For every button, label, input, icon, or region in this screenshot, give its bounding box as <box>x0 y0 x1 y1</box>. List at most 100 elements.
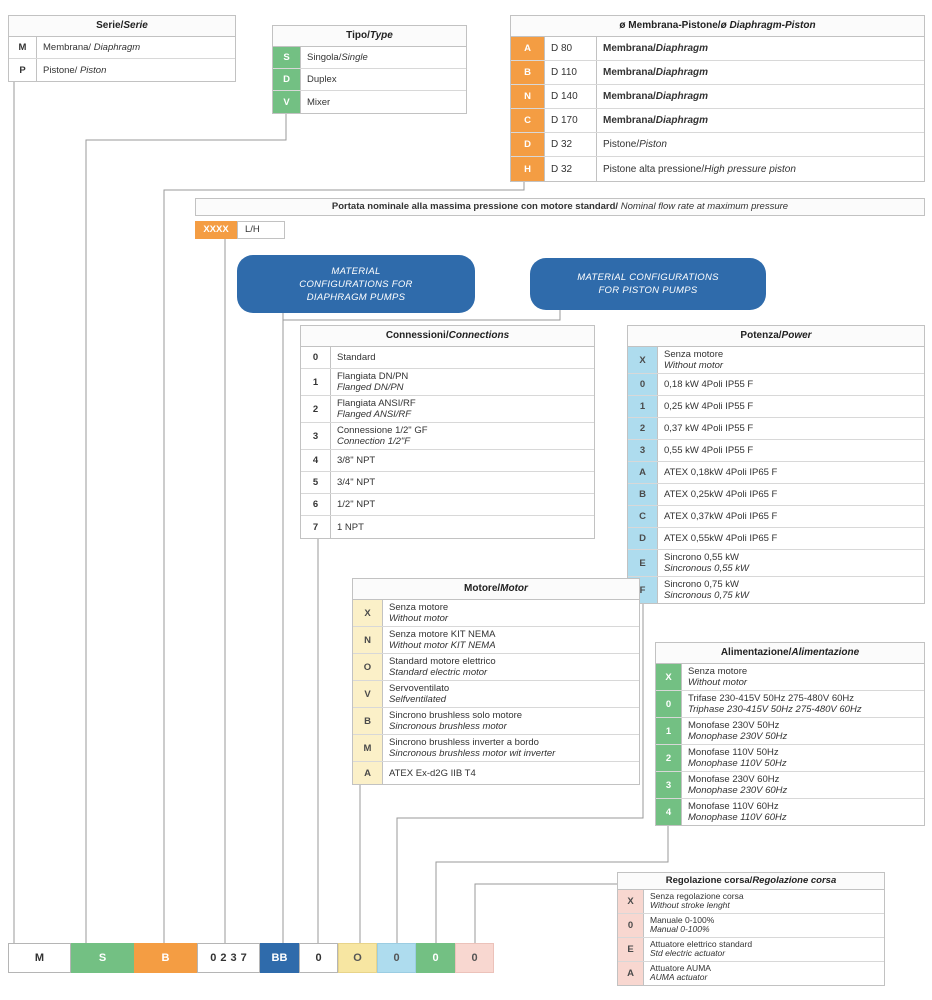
code-cell: 7 <box>301 516 331 538</box>
text-line: Without motor <box>664 360 724 371</box>
diameter-cell: D 170 <box>545 109 597 132</box>
example-code-box: BB <box>260 943 299 973</box>
code-cell: X <box>618 889 644 913</box>
table-row: 1 0,25 kW 4Poli IP55 F <box>628 396 924 418</box>
description-cell: Membrana/ Diaphragm <box>37 37 235 58</box>
text-line: AUMA actuator <box>650 972 708 982</box>
text-line: 0,37 kW 4Poli IP55 F <box>664 423 754 434</box>
description-cell: Duplex <box>301 69 466 90</box>
text-line: ø Membrana-Pistone/ø Diaphragm-Piston <box>619 20 816 31</box>
table-stroke-adjustment: Regolazione corsa/Regolazione corsa X Senz… <box>617 872 885 986</box>
text-line: 1/2" NPT <box>337 499 376 510</box>
code-cell: P <box>9 59 37 81</box>
description-cell: Flangiata DN/PN Flanged DN/PN <box>331 369 594 395</box>
description-cell: 1 NPT <box>331 516 594 538</box>
table-motor: Motore/Motor X Senza motore Without motor N S… <box>352 578 640 785</box>
text-line: Std electric actuator <box>650 948 726 958</box>
flow-rate-unit-box: L/H <box>237 221 285 239</box>
flow-rate-header: Portata nominale alla massima pressione … <box>195 198 925 216</box>
text-line: ATEX Ex-d2G IIB T4 <box>389 767 476 779</box>
table-row: C ATEX 0,37kW 4Poli IP65 F <box>628 506 924 528</box>
code-cell: X <box>628 347 658 373</box>
code-cell: 0 <box>618 913 644 937</box>
flow-rate-title-en: Nominal flow rate at maximum pressure <box>618 201 789 212</box>
code-cell: 0 <box>656 691 682 717</box>
description-cell: ATEX 0,37kW 4Poli IP65 F <box>658 506 924 527</box>
table-row: 2 Monofase 110V 50Hz Monophase 110V 50Hz <box>656 745 924 772</box>
description-cell: 1/2" NPT <box>331 494 594 515</box>
description-cell: Flangiata ANSI/RF Flanged ANSI/RF <box>331 396 594 422</box>
description-cell: Senza motore KIT NEMA Without motor KIT N… <box>383 627 639 653</box>
badge-piston-material-config: MATERIAL CONFIGURATIONS FOR PISTON PUMPS <box>530 258 766 310</box>
table-row: S Singola/Single <box>273 47 466 69</box>
code-cell: V <box>273 91 301 113</box>
code-cell: N <box>511 85 545 108</box>
table-power-supply: Alimentazione/Alimentazione X Senza motore… <box>655 642 925 826</box>
code-cell: S <box>273 47 301 68</box>
code-cell: 0 <box>628 374 658 395</box>
table-row: X Senza motore Without motor <box>353 600 639 627</box>
diameter-cell: D 140 <box>545 85 597 108</box>
table-row: V Mixer <box>273 91 466 113</box>
table-title: Motore/Motor <box>353 579 639 600</box>
code-cell: X <box>353 600 383 626</box>
text-line: Monophase 110V 50Hz <box>688 758 787 769</box>
badge-diaphragm-material-config: MATERIAL CONFIGURATIONS FOR DIAPHRAGM PU… <box>237 255 475 313</box>
diameter-cell: D 32 <box>545 133 597 156</box>
text-line: Without motor <box>688 677 748 688</box>
example-code-box: 0 <box>416 943 455 973</box>
example-code-box: S <box>71 943 134 973</box>
text-line: Regolazione corsa/Regolazione corsa <box>665 875 837 886</box>
text-line: Flanged DN/PN <box>337 382 404 393</box>
code-cell: M <box>9 37 37 58</box>
description-cell: Senza regolazione corsa Without stroke le… <box>644 890 884 913</box>
code-cell: A <box>618 961 644 985</box>
text-line: Sincrono 0,75 kW <box>664 579 739 590</box>
text-line: Serie/Serie <box>96 20 148 31</box>
table-title: Connessioni/Connections <box>301 326 594 347</box>
code-cell: M <box>353 735 383 761</box>
table-row: 3 Connessione 1/2" GF Connection 1/2"F <box>301 423 594 450</box>
table-row: A ATEX 0,18kW 4Poli IP65 F <box>628 462 924 484</box>
table-row: M Sincrono brushless inverter a bordo Sinc… <box>353 735 639 762</box>
text-line: 3/4" NPT <box>337 477 376 488</box>
description-cell: Trifase 230-415V 50Hz 275-480V 60Hz Triph… <box>682 691 924 717</box>
badge-line: MATERIAL <box>331 265 381 277</box>
badge-line: DIAPHRAGM PUMPS <box>306 291 406 303</box>
description-cell: Sincrono 0,75 kW Sincronous 0,75 kW <box>658 577 924 603</box>
code-cell: C <box>628 506 658 527</box>
table-row: 4 3/8" NPT <box>301 450 594 472</box>
description-cell: Monofase 230V 60Hz Monophase 230V 60Hz <box>682 772 924 798</box>
text-line: Monophase 230V 50Hz <box>688 731 788 742</box>
table-row: 1 Flangiata DN/PN Flanged DN/PN <box>301 369 594 396</box>
text-line: Without motor KIT NEMA <box>389 640 496 651</box>
example-code-box: 0 <box>299 943 338 973</box>
text-line: Sincronous brushless motor <box>389 721 507 732</box>
table-row: 7 1 NPT <box>301 516 594 538</box>
table-row: V Servoventilato Selfventilated <box>353 681 639 708</box>
text-line: Monofase 230V 50Hz <box>688 720 780 731</box>
description-cell: 0,18 kW 4Poli IP55 F <box>658 374 924 395</box>
example-code-box: B <box>134 943 197 973</box>
text-line: Flanged ANSI/RF <box>337 409 412 420</box>
description-cell: Senza motore Without motor <box>383 600 639 626</box>
text-line: Motore/Motor <box>464 583 528 594</box>
table-row: 2 Flangiata ANSI/RF Flanged ANSI/RF <box>301 396 594 423</box>
text-line: Membrana/ Diaphragm <box>43 42 141 53</box>
description-cell: Membrana/Diaphragm <box>597 37 924 60</box>
text-line: Trifase 230-415V 50Hz 275-480V 60Hz <box>688 693 854 704</box>
table-row: A ATEX Ex-d2G IIB T4 <box>353 762 639 784</box>
code-cell: A <box>353 762 383 784</box>
description-cell: Sincrono brushless inverter a bordo Sincr… <box>383 735 639 761</box>
description-cell: 0,37 kW 4Poli IP55 F <box>658 418 924 439</box>
table-row: P Pistone/ Piston <box>9 59 235 81</box>
description-cell: Connessione 1/2" GF Connection 1/2"F <box>331 423 594 449</box>
description-cell: Pistone alta pressione/High pressure pis… <box>597 157 924 181</box>
text-line: Sincrono brushless inverter a bordo <box>389 737 539 748</box>
code-cell: 3 <box>301 423 331 449</box>
table-row: 3 0,55 kW 4Poli IP55 F <box>628 440 924 462</box>
